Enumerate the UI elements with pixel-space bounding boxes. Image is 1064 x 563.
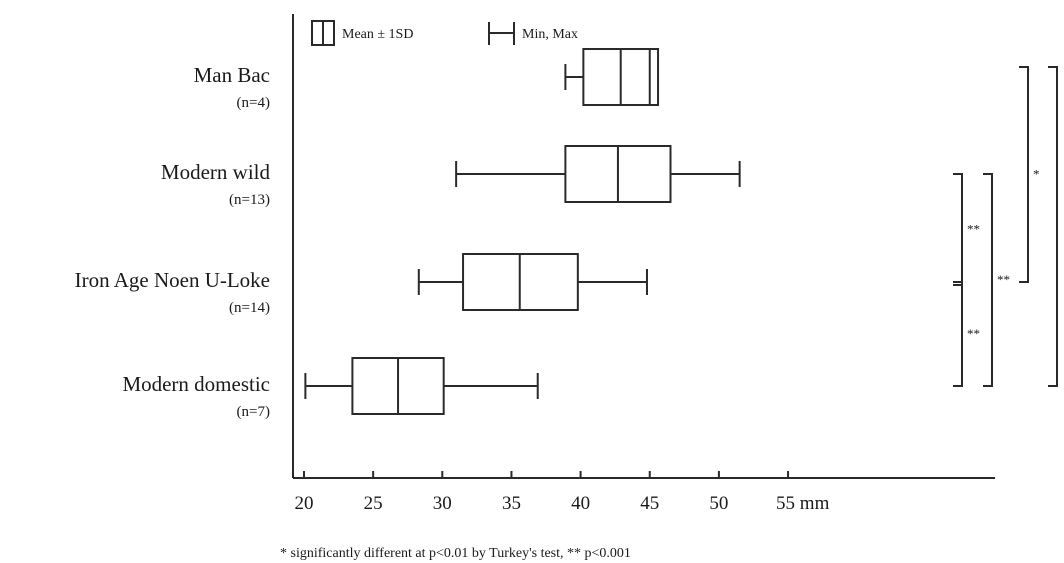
- significance-bracket: **: [983, 173, 1010, 387]
- x-tick-label: 40: [571, 493, 590, 514]
- bracket-line: [1048, 66, 1058, 387]
- significance-label: **: [967, 326, 980, 341]
- significance-label: **: [997, 272, 1010, 287]
- x-tick-label: 25: [364, 493, 383, 514]
- box-series: Man Bac (n=4) Modern wild (n=13) Iron Age No…: [75, 48, 741, 420]
- legend-whisker-label: Min, Max: [522, 27, 578, 42]
- x-tick-label: 30: [433, 493, 452, 514]
- series-label: Iron Age Noen U-Loke: [75, 268, 270, 292]
- x-tick-label: 35: [502, 493, 521, 514]
- x-tick-label: 45: [640, 493, 659, 514]
- footnote: * significantly different at p<0.01 by T…: [280, 546, 631, 561]
- x-axis-ticks: 20 25 30 35 40 45 50 55 mm: [295, 471, 830, 514]
- significance-bracket: **: [953, 281, 980, 387]
- significance-label: *: [1033, 167, 1040, 182]
- significance-bracket: [1048, 66, 1058, 387]
- bracket-line: [953, 173, 963, 286]
- series-n-label: (n=4): [237, 95, 270, 111]
- series-n-label: (n=14): [229, 300, 270, 316]
- series-label: Modern wild: [161, 160, 271, 184]
- series-n-label: (n=13): [229, 192, 270, 208]
- significance-brackets: *******: [953, 66, 1058, 387]
- legend-box-label: Mean ± 1SD: [342, 27, 413, 42]
- axes: [292, 14, 995, 479]
- x-tick-label: 55 mm: [776, 493, 830, 514]
- significance-label: **: [967, 222, 980, 237]
- box-series-row: Modern domestic (n=7): [122, 357, 539, 420]
- significance-bracket: **: [953, 173, 980, 286]
- series-label: Man Bac: [194, 63, 270, 87]
- box-series-row: Modern wild (n=13): [161, 145, 741, 208]
- bracket-line: [953, 281, 963, 387]
- series-label: Modern domestic: [122, 372, 270, 396]
- legend: Mean ± 1SD Min, Max: [311, 20, 578, 46]
- bracket-line: [983, 173, 993, 387]
- series-n-label: (n=7): [237, 404, 270, 420]
- bracket-line: [1019, 66, 1029, 283]
- box-series-row: Iron Age Noen U-Loke (n=14): [75, 253, 648, 316]
- x-tick-label: 20: [295, 493, 314, 514]
- box-series-row: Man Bac (n=4): [194, 48, 660, 111]
- significance-bracket: *: [1019, 66, 1040, 283]
- x-tick-label: 50: [709, 493, 728, 514]
